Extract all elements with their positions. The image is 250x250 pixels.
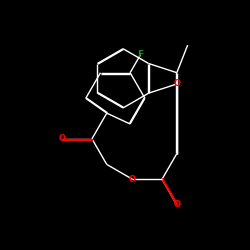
Text: O: O [173, 200, 180, 209]
Text: O: O [173, 80, 180, 88]
Text: O: O [59, 134, 66, 143]
Text: O: O [129, 175, 136, 184]
Text: F: F [138, 50, 143, 59]
